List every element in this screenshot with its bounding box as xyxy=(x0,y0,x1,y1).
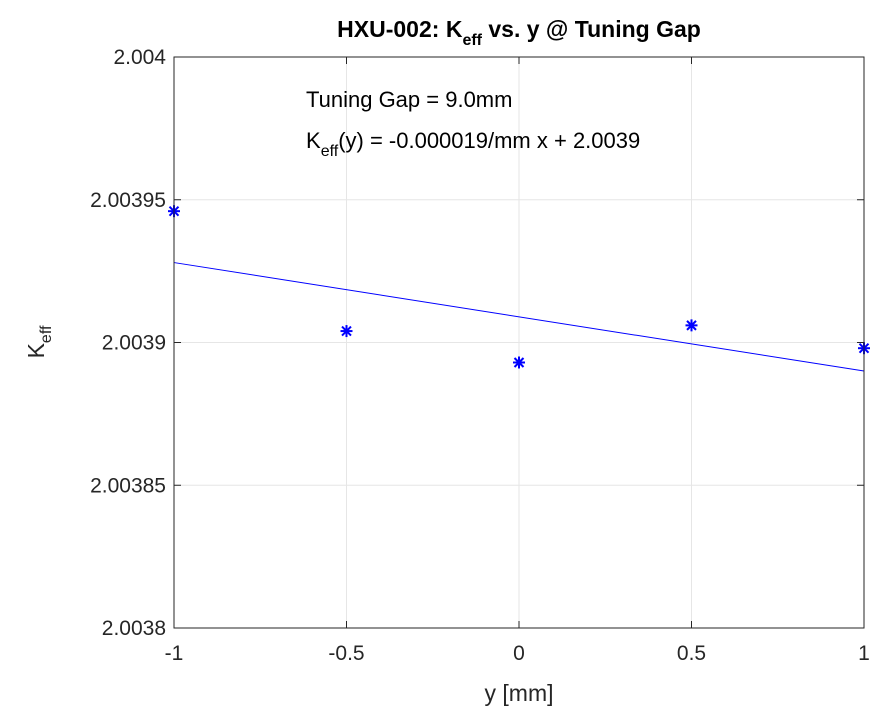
equation-rest: (y) = -0.000019/mm x + 2.0039 xyxy=(338,128,640,153)
title-rest: vs. y @ Tuning Gap xyxy=(482,16,701,42)
y-tick-label: 2.00395 xyxy=(90,189,166,212)
data-point xyxy=(340,325,353,338)
chart-title: HXU-002: Keff vs. y @ Tuning Gap xyxy=(337,16,701,49)
y-label-subscript: eff xyxy=(38,325,55,343)
y-tick-label: 2.0038 xyxy=(102,617,166,640)
y-tick-label: 2.004 xyxy=(113,46,166,69)
ticks: -1 -0.5 0 0.5 1 2.0038 2.00385 2.0039 2.00395 2.0… xyxy=(90,46,870,665)
y-tick-label: 2.00385 xyxy=(90,474,166,497)
x-tick-label: 1 xyxy=(858,642,870,665)
x-tick-label: -0.5 xyxy=(328,642,364,665)
annotation-fit-equation: Keff(y) = -0.000019/mm x + 2.0039 xyxy=(306,128,640,160)
annotation-tuning-gap: Tuning Gap = 9.0mm xyxy=(306,87,512,112)
data-point xyxy=(685,319,698,332)
x-tick-label: -1 xyxy=(165,642,184,665)
title-main: HXU-002: K xyxy=(337,16,463,42)
equation-subscript: eff xyxy=(321,143,339,160)
x-tick-label: 0 xyxy=(513,642,525,665)
title-subscript: eff xyxy=(462,32,482,49)
y-tick-label: 2.0039 xyxy=(102,332,166,355)
fit-line-group xyxy=(173,262,865,372)
y-label-main: K xyxy=(23,342,49,358)
equation-main: K xyxy=(306,128,321,153)
x-tick-label: 0.5 xyxy=(677,642,706,665)
y-axis-label: Keff xyxy=(23,325,55,358)
fit-line xyxy=(173,262,865,372)
x-axis-label: y [mm] xyxy=(485,680,554,706)
data-point xyxy=(513,356,525,369)
